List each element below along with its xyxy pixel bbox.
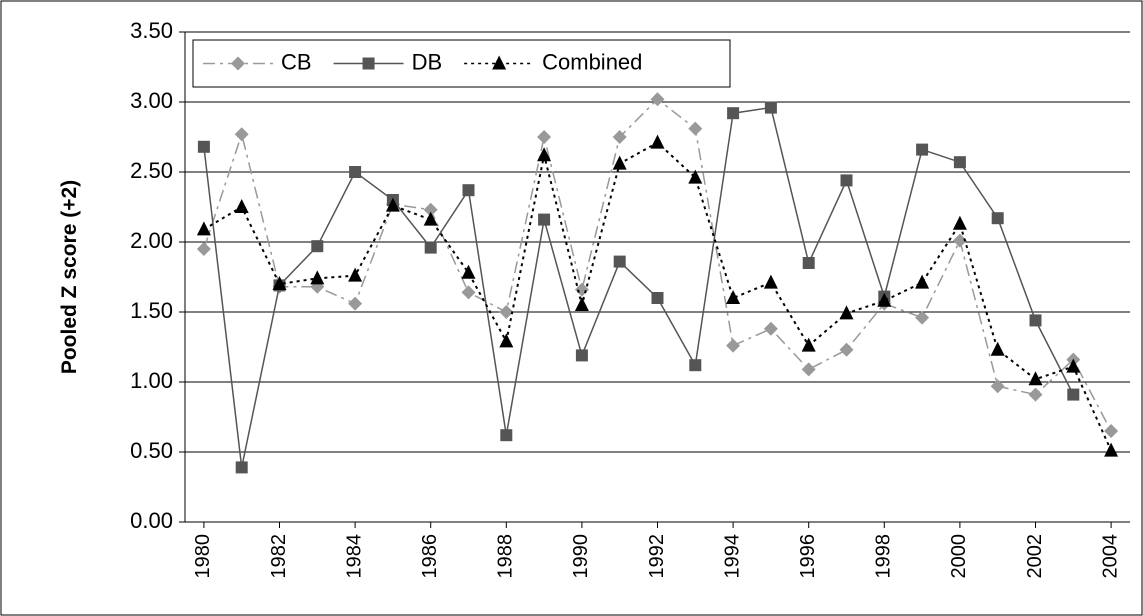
y-tick-label: 3.50 (130, 18, 173, 43)
marker (839, 305, 854, 320)
marker (726, 338, 741, 353)
marker (650, 92, 665, 107)
y-axis-label: Pooled Z score (+2) (58, 180, 81, 374)
marker (349, 166, 362, 178)
marker (915, 310, 930, 325)
marker (952, 233, 967, 248)
x-tick-label: 1992 (646, 534, 668, 579)
marker (916, 143, 929, 156)
marker (840, 174, 853, 187)
marker (1029, 314, 1042, 327)
marker (235, 461, 248, 474)
marker (196, 242, 211, 256)
marker (1067, 388, 1080, 401)
x-tick-label: 1994 (721, 534, 743, 579)
marker (990, 379, 1005, 394)
marker (801, 337, 816, 352)
legend-box (192, 39, 731, 88)
marker (461, 264, 476, 279)
marker (990, 341, 1005, 356)
x-tick-label: 1984 (343, 534, 365, 579)
marker (689, 359, 702, 372)
marker (991, 212, 1004, 225)
x-tick-label: 1996 (797, 534, 819, 579)
marker (499, 333, 514, 348)
marker (1104, 442, 1119, 457)
x-tick-label: 2004 (1099, 534, 1121, 579)
marker (1028, 371, 1043, 386)
y-tick-label: 2.50 (130, 158, 173, 183)
y-tick-label: 1.00 (130, 368, 173, 393)
y-tick-label: 2.00 (130, 228, 173, 253)
marker (763, 274, 778, 289)
marker (802, 257, 815, 269)
marker (197, 140, 210, 153)
marker (348, 296, 363, 311)
marker (423, 211, 438, 226)
marker (651, 292, 664, 304)
marker (196, 221, 211, 236)
x-tick-label: 1986 (419, 534, 441, 579)
marker (311, 240, 324, 253)
x-tick-label: 2000 (948, 534, 970, 579)
marker (688, 169, 703, 184)
y-tick-label: 3.00 (130, 88, 173, 113)
marker (424, 241, 437, 254)
marker (1104, 424, 1119, 438)
marker (1028, 387, 1043, 402)
marker (499, 305, 514, 319)
x-tick-label: 1988 (495, 534, 517, 579)
marker (612, 155, 627, 170)
marker (348, 267, 363, 282)
marker (801, 362, 816, 377)
marker (272, 276, 287, 290)
legend-marker (231, 56, 245, 71)
series-line (203, 106, 1074, 468)
marker (574, 297, 589, 311)
marker (764, 101, 777, 114)
marker (952, 215, 967, 230)
y-tick-label: 1.50 (130, 298, 173, 323)
y-tick-label: 0.00 (130, 508, 173, 533)
x-tick-label: 1990 (570, 534, 592, 579)
y-tick-label: 0.50 (130, 438, 173, 463)
marker (727, 107, 740, 120)
marker (234, 199, 249, 213)
marker (537, 147, 552, 162)
marker (500, 429, 513, 442)
marker (915, 274, 930, 289)
marker (650, 134, 665, 149)
marker (953, 156, 966, 169)
marker (538, 213, 551, 226)
legend-marker (492, 55, 507, 70)
marker (575, 349, 588, 362)
marker (234, 127, 249, 142)
marker (385, 197, 400, 212)
x-tick-label: 1982 (268, 534, 290, 579)
marker (537, 130, 552, 144)
marker (1066, 358, 1081, 373)
marker (462, 184, 475, 197)
legend-label: DB (412, 49, 443, 74)
marker (839, 342, 854, 357)
marker (423, 202, 438, 217)
marker (613, 255, 626, 268)
marker (763, 321, 778, 336)
x-tick-label: 1980 (192, 534, 214, 579)
legend-label: CB (281, 49, 312, 74)
marker (612, 130, 627, 144)
marker (726, 290, 741, 304)
x-tick-label: 2002 (1024, 534, 1046, 579)
marker (461, 285, 476, 300)
marker (688, 121, 703, 136)
marker (310, 270, 325, 285)
legend-label: Combined (542, 49, 642, 74)
x-tick-label: 1998 (873, 534, 895, 579)
legend-marker (362, 57, 375, 70)
marker (877, 292, 892, 307)
